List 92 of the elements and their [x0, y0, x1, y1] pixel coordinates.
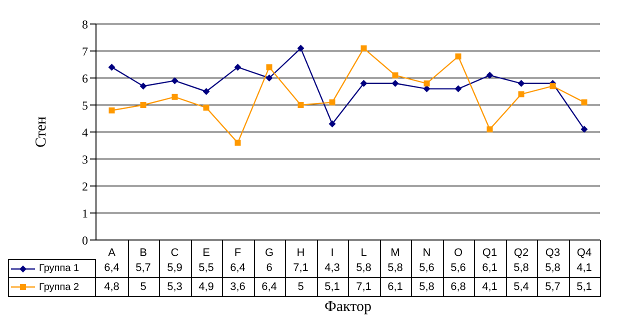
point	[518, 91, 524, 98]
point	[423, 85, 430, 92]
data-label: 5	[285, 278, 318, 297]
point	[518, 80, 525, 87]
point	[424, 80, 430, 86]
point	[454, 85, 462, 92]
data-label: 6,1	[380, 278, 412, 297]
data-label: 4,8	[96, 278, 128, 297]
y-tick-label: 4	[82, 125, 88, 140]
point	[108, 107, 115, 114]
data-label: 4,9	[190, 278, 223, 297]
point	[266, 74, 273, 82]
x-tick-label: H	[296, 246, 305, 259]
data-label: 5,4	[506, 278, 538, 297]
point	[298, 102, 304, 108]
point	[360, 45, 367, 52]
legend-label: Группа 2	[39, 282, 80, 292]
point	[172, 94, 178, 100]
y-tick-label: 1	[82, 206, 88, 220]
x-tick-label: F	[234, 246, 242, 259]
x-tick-label: I	[330, 246, 334, 259]
data-label: 5,8	[348, 259, 380, 278]
legend-label: Группа 1	[39, 263, 80, 274]
data-label: 4,1	[568, 259, 601, 278]
data-label: 5,1	[568, 278, 601, 297]
point	[140, 102, 146, 108]
x-tick-label: C	[170, 246, 179, 259]
x-tick-label: Q3	[545, 246, 560, 259]
point	[297, 44, 304, 52]
x-tick-label: E	[202, 246, 210, 259]
y-tick-label: 7	[82, 44, 88, 58]
data-label: 4,3	[316, 259, 349, 278]
x-tick-label: A	[108, 246, 116, 259]
data-label: 5,1	[316, 278, 349, 297]
data-label: 3,6	[222, 278, 254, 297]
x-tick-label: M	[390, 246, 400, 259]
data-label: 5,6	[442, 259, 475, 278]
data-label: 6	[254, 259, 286, 278]
point	[266, 64, 272, 70]
data-label: 6,1	[474, 259, 506, 278]
point	[486, 72, 494, 79]
y-tick-label: 5	[82, 98, 88, 112]
data-label: 5,7	[128, 259, 160, 278]
x-tick-label: B	[140, 246, 147, 259]
point	[108, 64, 116, 71]
point	[329, 99, 336, 106]
point	[455, 53, 462, 60]
x-tick-label: Q1	[482, 246, 498, 259]
point	[486, 126, 493, 132]
y-tick-label: 8	[82, 17, 88, 32]
data-label: 5,7	[537, 278, 570, 297]
point	[392, 80, 399, 87]
point	[234, 64, 242, 71]
point	[171, 77, 178, 84]
data-label: 5,6	[411, 259, 444, 278]
data-label: 5,3	[159, 278, 192, 297]
point	[392, 72, 398, 78]
data-label: 6,4	[254, 278, 286, 297]
x-tick-label: N	[422, 246, 431, 259]
data-label: 5,9	[159, 259, 192, 278]
data-label: 5,8	[411, 278, 444, 297]
x-tick-label: Q4	[576, 246, 592, 259]
data-label: 5,8	[506, 259, 538, 278]
y-tick-label: 0	[82, 233, 88, 248]
data-label: 5,5	[190, 259, 223, 278]
data-label: 5	[128, 278, 160, 297]
data-label: 5,8	[380, 259, 412, 278]
x-tick-label: L	[360, 246, 367, 259]
point	[580, 126, 588, 133]
point	[550, 83, 556, 90]
point	[202, 88, 210, 95]
point	[234, 140, 241, 146]
x-tick-label: Q2	[514, 246, 529, 259]
x-tick-label: O	[454, 246, 463, 259]
data-label: 6,8	[442, 278, 475, 297]
data-label: 6,4	[96, 259, 128, 278]
data-label: 5,8	[537, 259, 570, 278]
point	[581, 99, 588, 106]
data-label: 7,1	[348, 278, 380, 297]
data-label: 4,1	[474, 278, 506, 297]
point	[140, 82, 147, 90]
y-tick-label: 6	[82, 71, 88, 86]
point	[203, 104, 210, 111]
point	[328, 120, 336, 128]
point	[360, 80, 368, 87]
data-label: 6,4	[222, 259, 254, 278]
y-axis-title: Стен	[33, 116, 50, 148]
y-tick-label: 2	[82, 179, 88, 194]
y-tick-label: 3	[82, 152, 88, 166]
x-axis-title: Фактор	[324, 299, 372, 316]
x-tick-label: G	[264, 246, 274, 259]
data-label: 7,1	[285, 259, 318, 278]
